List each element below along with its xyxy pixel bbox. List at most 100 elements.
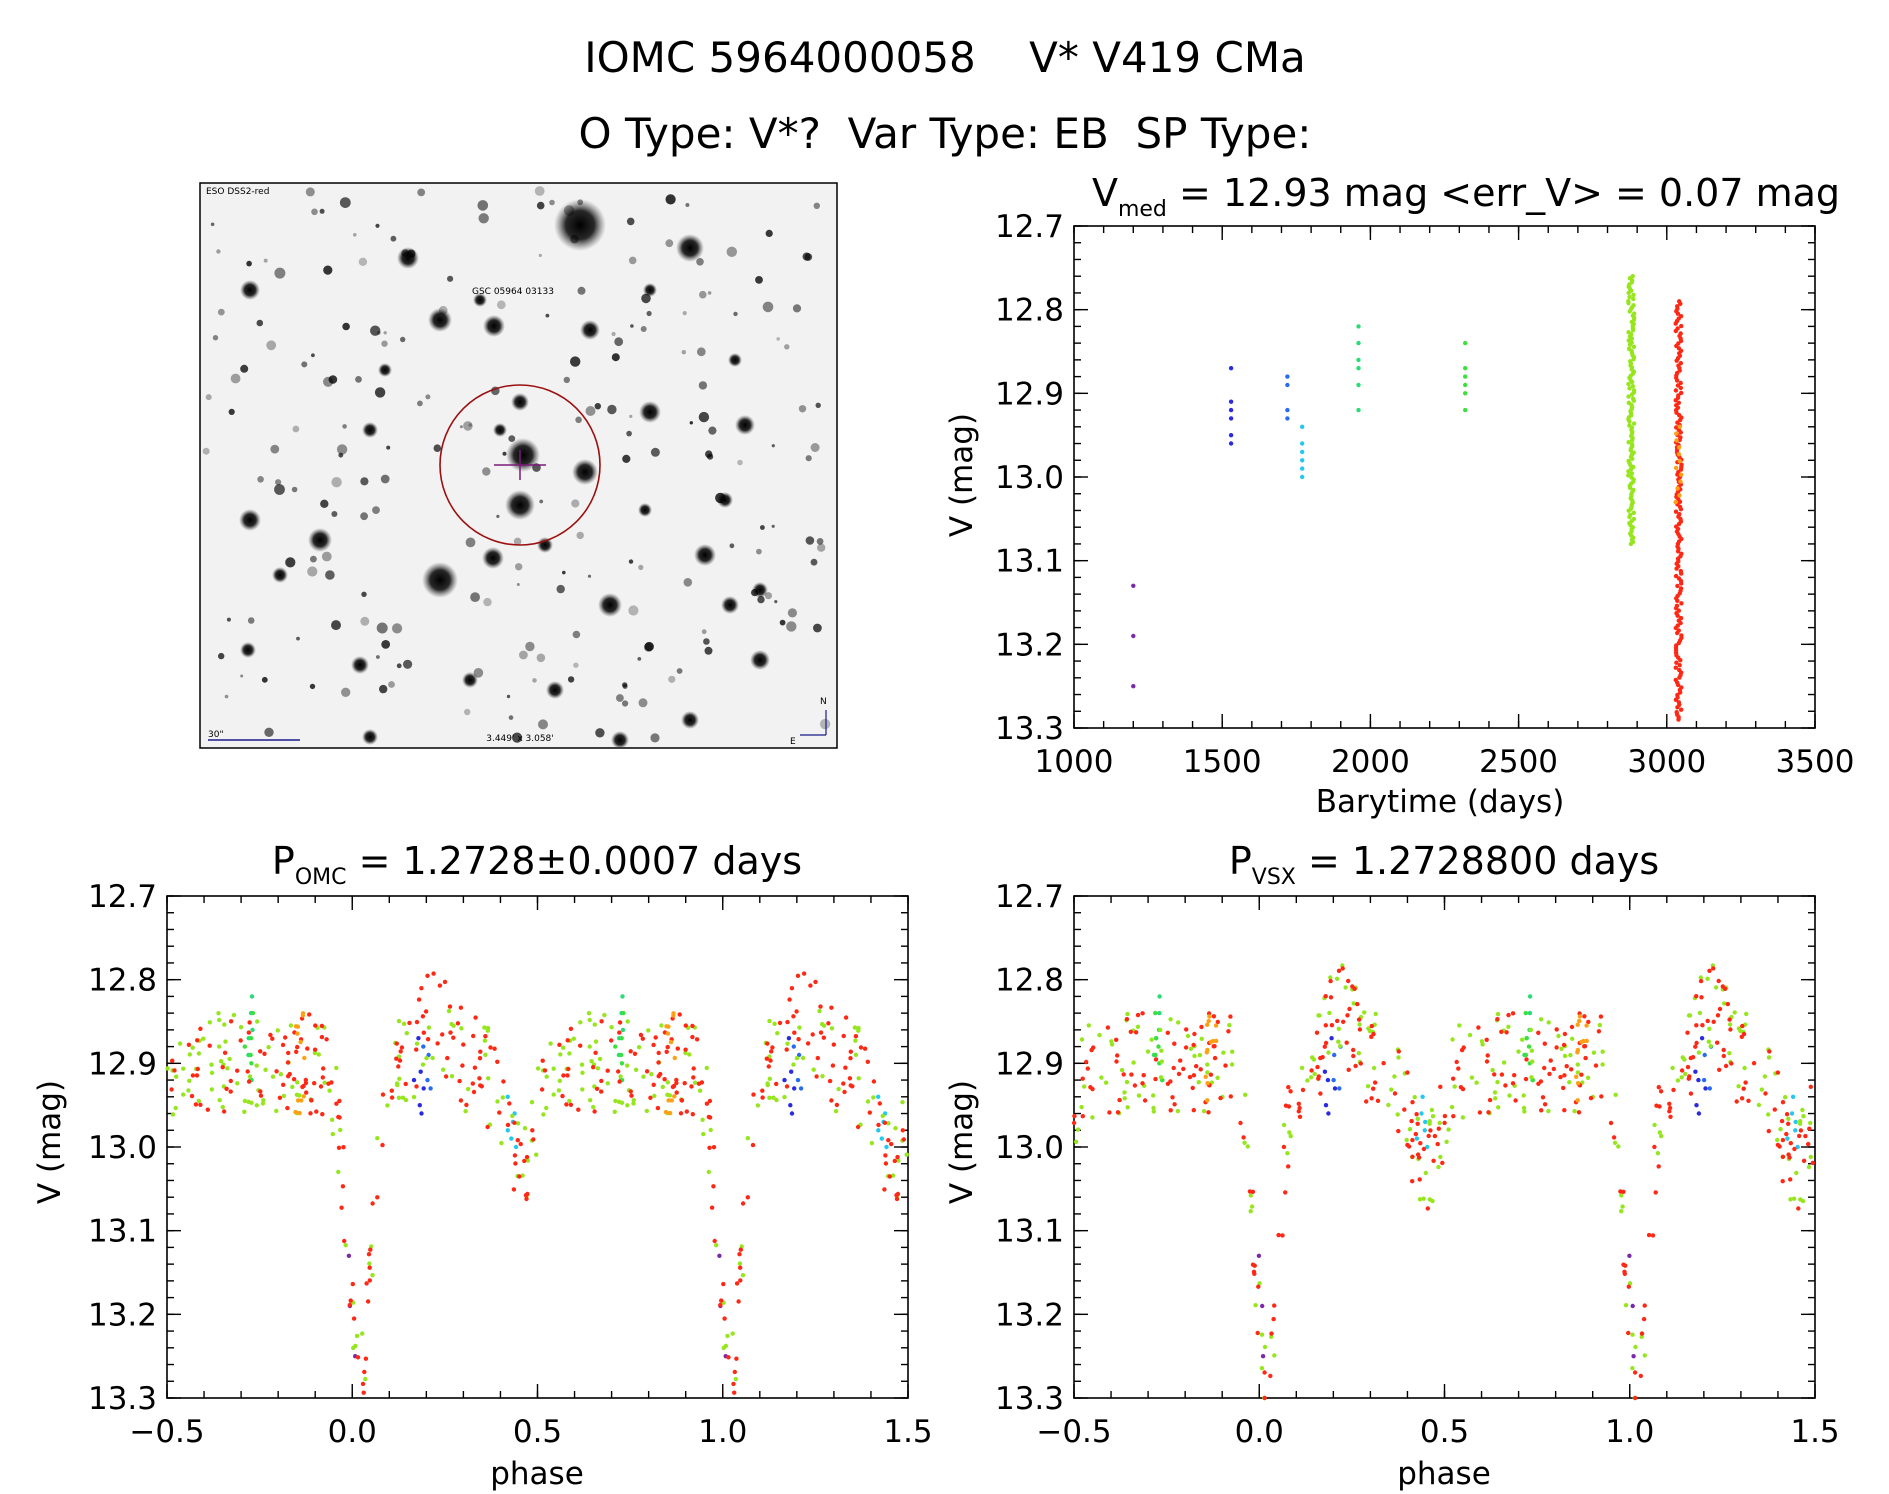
data-point <box>1510 1081 1516 1086</box>
data-point <box>1673 321 1678 326</box>
data-point <box>336 1145 342 1151</box>
data-point <box>396 1095 402 1101</box>
data-point <box>1679 571 1684 576</box>
data-point <box>398 1049 403 1054</box>
sky-star <box>257 476 264 483</box>
data-point <box>880 1113 885 1119</box>
data-point <box>1675 1078 1681 1083</box>
data-point <box>417 1103 422 1108</box>
finding-chart: ESO DSS2-red GSC 05964 03133 30" 3.449' … <box>199 182 838 749</box>
data-point <box>1183 1045 1189 1050</box>
data-point <box>1228 416 1234 421</box>
data-point <box>262 1051 267 1057</box>
sky-star <box>275 479 282 486</box>
data-point <box>1245 1144 1251 1149</box>
data-point <box>1626 508 1631 513</box>
data-point <box>1490 1067 1495 1073</box>
y-tick-label: 12.7 <box>88 879 157 915</box>
data-point <box>638 1032 644 1038</box>
data-point <box>1629 471 1635 476</box>
data-point <box>1451 1076 1456 1081</box>
data-point <box>882 1187 887 1192</box>
data-point <box>505 1122 511 1128</box>
data-point <box>565 1073 570 1078</box>
data-point <box>1794 1170 1799 1176</box>
data-point <box>1283 1190 1288 1195</box>
data-point <box>876 1128 881 1133</box>
data-point <box>556 1088 562 1093</box>
data-point <box>1627 309 1632 314</box>
data-point <box>1642 1353 1648 1358</box>
data-point <box>401 1021 407 1026</box>
data-point <box>767 1095 772 1101</box>
data-point <box>1675 486 1680 491</box>
data-point <box>1463 407 1468 413</box>
sky-star <box>301 361 308 368</box>
data-point <box>1677 493 1682 498</box>
data-point <box>737 1252 742 1257</box>
data-point <box>659 1023 664 1028</box>
data-point <box>1705 1018 1710 1024</box>
data-point <box>286 1074 291 1079</box>
data-point <box>1705 976 1710 981</box>
data-point <box>1145 1049 1151 1054</box>
data-point <box>1727 1017 1732 1022</box>
data-point <box>706 1169 711 1175</box>
data-point <box>1435 1141 1440 1147</box>
data-point <box>1192 1053 1197 1059</box>
sky-star <box>817 543 826 552</box>
data-point <box>1175 1108 1181 1114</box>
data-point <box>1075 1127 1081 1132</box>
lightcurve-xlabel: Barytime (days) <box>1316 784 1565 820</box>
data-point <box>1676 445 1682 450</box>
data-point <box>843 1015 849 1020</box>
data-point <box>1576 1110 1582 1115</box>
sky-star <box>676 668 683 674</box>
y-tick-label: 13.0 <box>995 460 1064 496</box>
sky-star <box>403 659 413 669</box>
data-point <box>1495 1079 1500 1085</box>
data-point <box>765 1081 770 1086</box>
data-point <box>609 1025 614 1030</box>
data-point <box>1673 573 1679 579</box>
data-point <box>1413 1131 1419 1137</box>
data-point <box>836 1086 841 1092</box>
data-point <box>360 1381 366 1387</box>
lightcurve-plot-frame <box>1073 225 1816 729</box>
data-point <box>461 1042 466 1047</box>
x-tick-label: 1.0 <box>1605 1414 1654 1450</box>
data-point <box>1346 978 1351 984</box>
sky-star <box>537 537 553 553</box>
sky-star <box>228 408 235 415</box>
data-point <box>862 1046 868 1051</box>
data-point <box>1336 1039 1341 1044</box>
data-point <box>524 1154 530 1160</box>
data-point <box>209 1070 215 1076</box>
sky-star <box>816 538 824 545</box>
data-point <box>517 1174 522 1179</box>
data-point <box>1356 357 1361 363</box>
data-point <box>1203 1074 1208 1080</box>
data-point <box>274 1108 279 1114</box>
data-point <box>1702 1052 1707 1058</box>
data-point <box>1188 1046 1194 1052</box>
data-point <box>207 1043 212 1048</box>
data-point <box>1801 1158 1807 1164</box>
data-point <box>1484 1037 1489 1043</box>
y-tick-label: 13.0 <box>88 1130 157 1166</box>
data-point <box>524 1196 529 1202</box>
data-point <box>567 1051 572 1056</box>
data-point <box>587 1017 592 1023</box>
sky-star <box>417 188 426 197</box>
data-point <box>302 1055 307 1061</box>
data-point <box>625 1019 630 1024</box>
data-point <box>1259 1366 1265 1371</box>
data-point <box>551 1092 556 1097</box>
sky-star <box>331 511 338 517</box>
data-point <box>1740 1023 1745 1029</box>
data-point <box>1613 1092 1618 1098</box>
data-point <box>367 1265 372 1270</box>
data-point <box>1493 1096 1498 1101</box>
data-point <box>1431 1158 1436 1164</box>
page-title: IOMC 5964000058 V* V419 CMa <box>584 33 1306 82</box>
